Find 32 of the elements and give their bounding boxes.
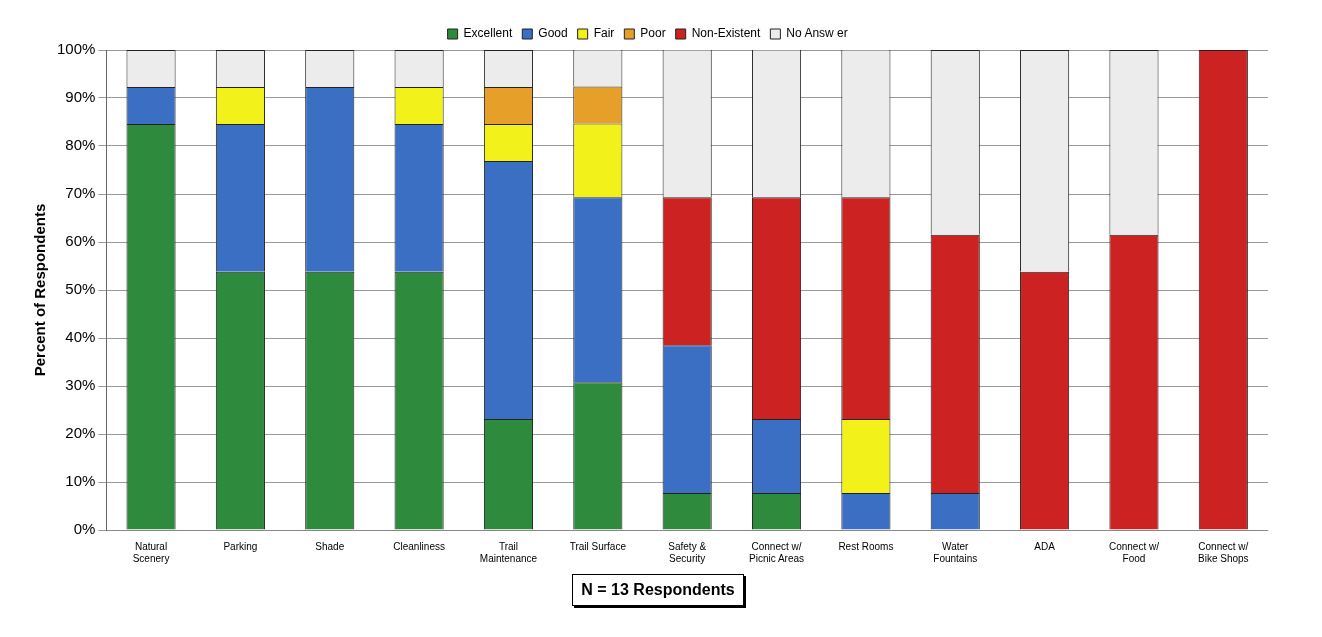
x-tick-label: Connect w/ Bike Shops [1198,540,1249,564]
y-tick-label: 10% [65,472,96,490]
y-axis-title: Percent of Respondents [31,203,49,377]
x-tick-label: ADA [1034,540,1056,552]
x-tick-label: Shade [315,540,345,552]
legend-label: Fair [593,26,615,41]
x-tick-label: Trail Surface [569,540,627,552]
y-tick-label: 40% [65,328,96,346]
x-tick-label: Safety & Security [668,540,707,564]
legend-label: No Answ er [786,26,848,41]
text: N = 13 Respondents [572,574,744,606]
legend-label: Good [538,26,568,41]
y-tick-label: 90% [65,88,96,106]
x-tick-label: Cleanliness [393,540,445,552]
y-tick-label: 20% [65,424,96,442]
y-tick-label: 60% [65,232,96,250]
x-tick-label: Natural Scenery [132,540,170,564]
x-tick-label: Connect w/ Food [1108,540,1160,564]
legend-label: Excellent [463,26,513,41]
legend-label: Non-Existent [691,26,762,41]
x-tick-label: Connect w/ Picnic Areas [749,540,805,564]
y-tick-label: 50% [65,280,96,298]
legend-label: Poor [640,26,666,41]
y-tick-label: 80% [65,136,96,154]
y-tick-label: 100% [56,40,96,58]
y-tick-label: 30% [65,376,96,394]
x-tick-label: Trail Maintenance [479,540,538,564]
y-tick-label: 70% [65,184,96,202]
x-tick-label: Parking [223,540,258,552]
x-tick-label: Rest Rooms [838,540,894,552]
y-tick-label: 0% [73,520,96,538]
x-tick-label: Water Fountains [933,540,978,564]
